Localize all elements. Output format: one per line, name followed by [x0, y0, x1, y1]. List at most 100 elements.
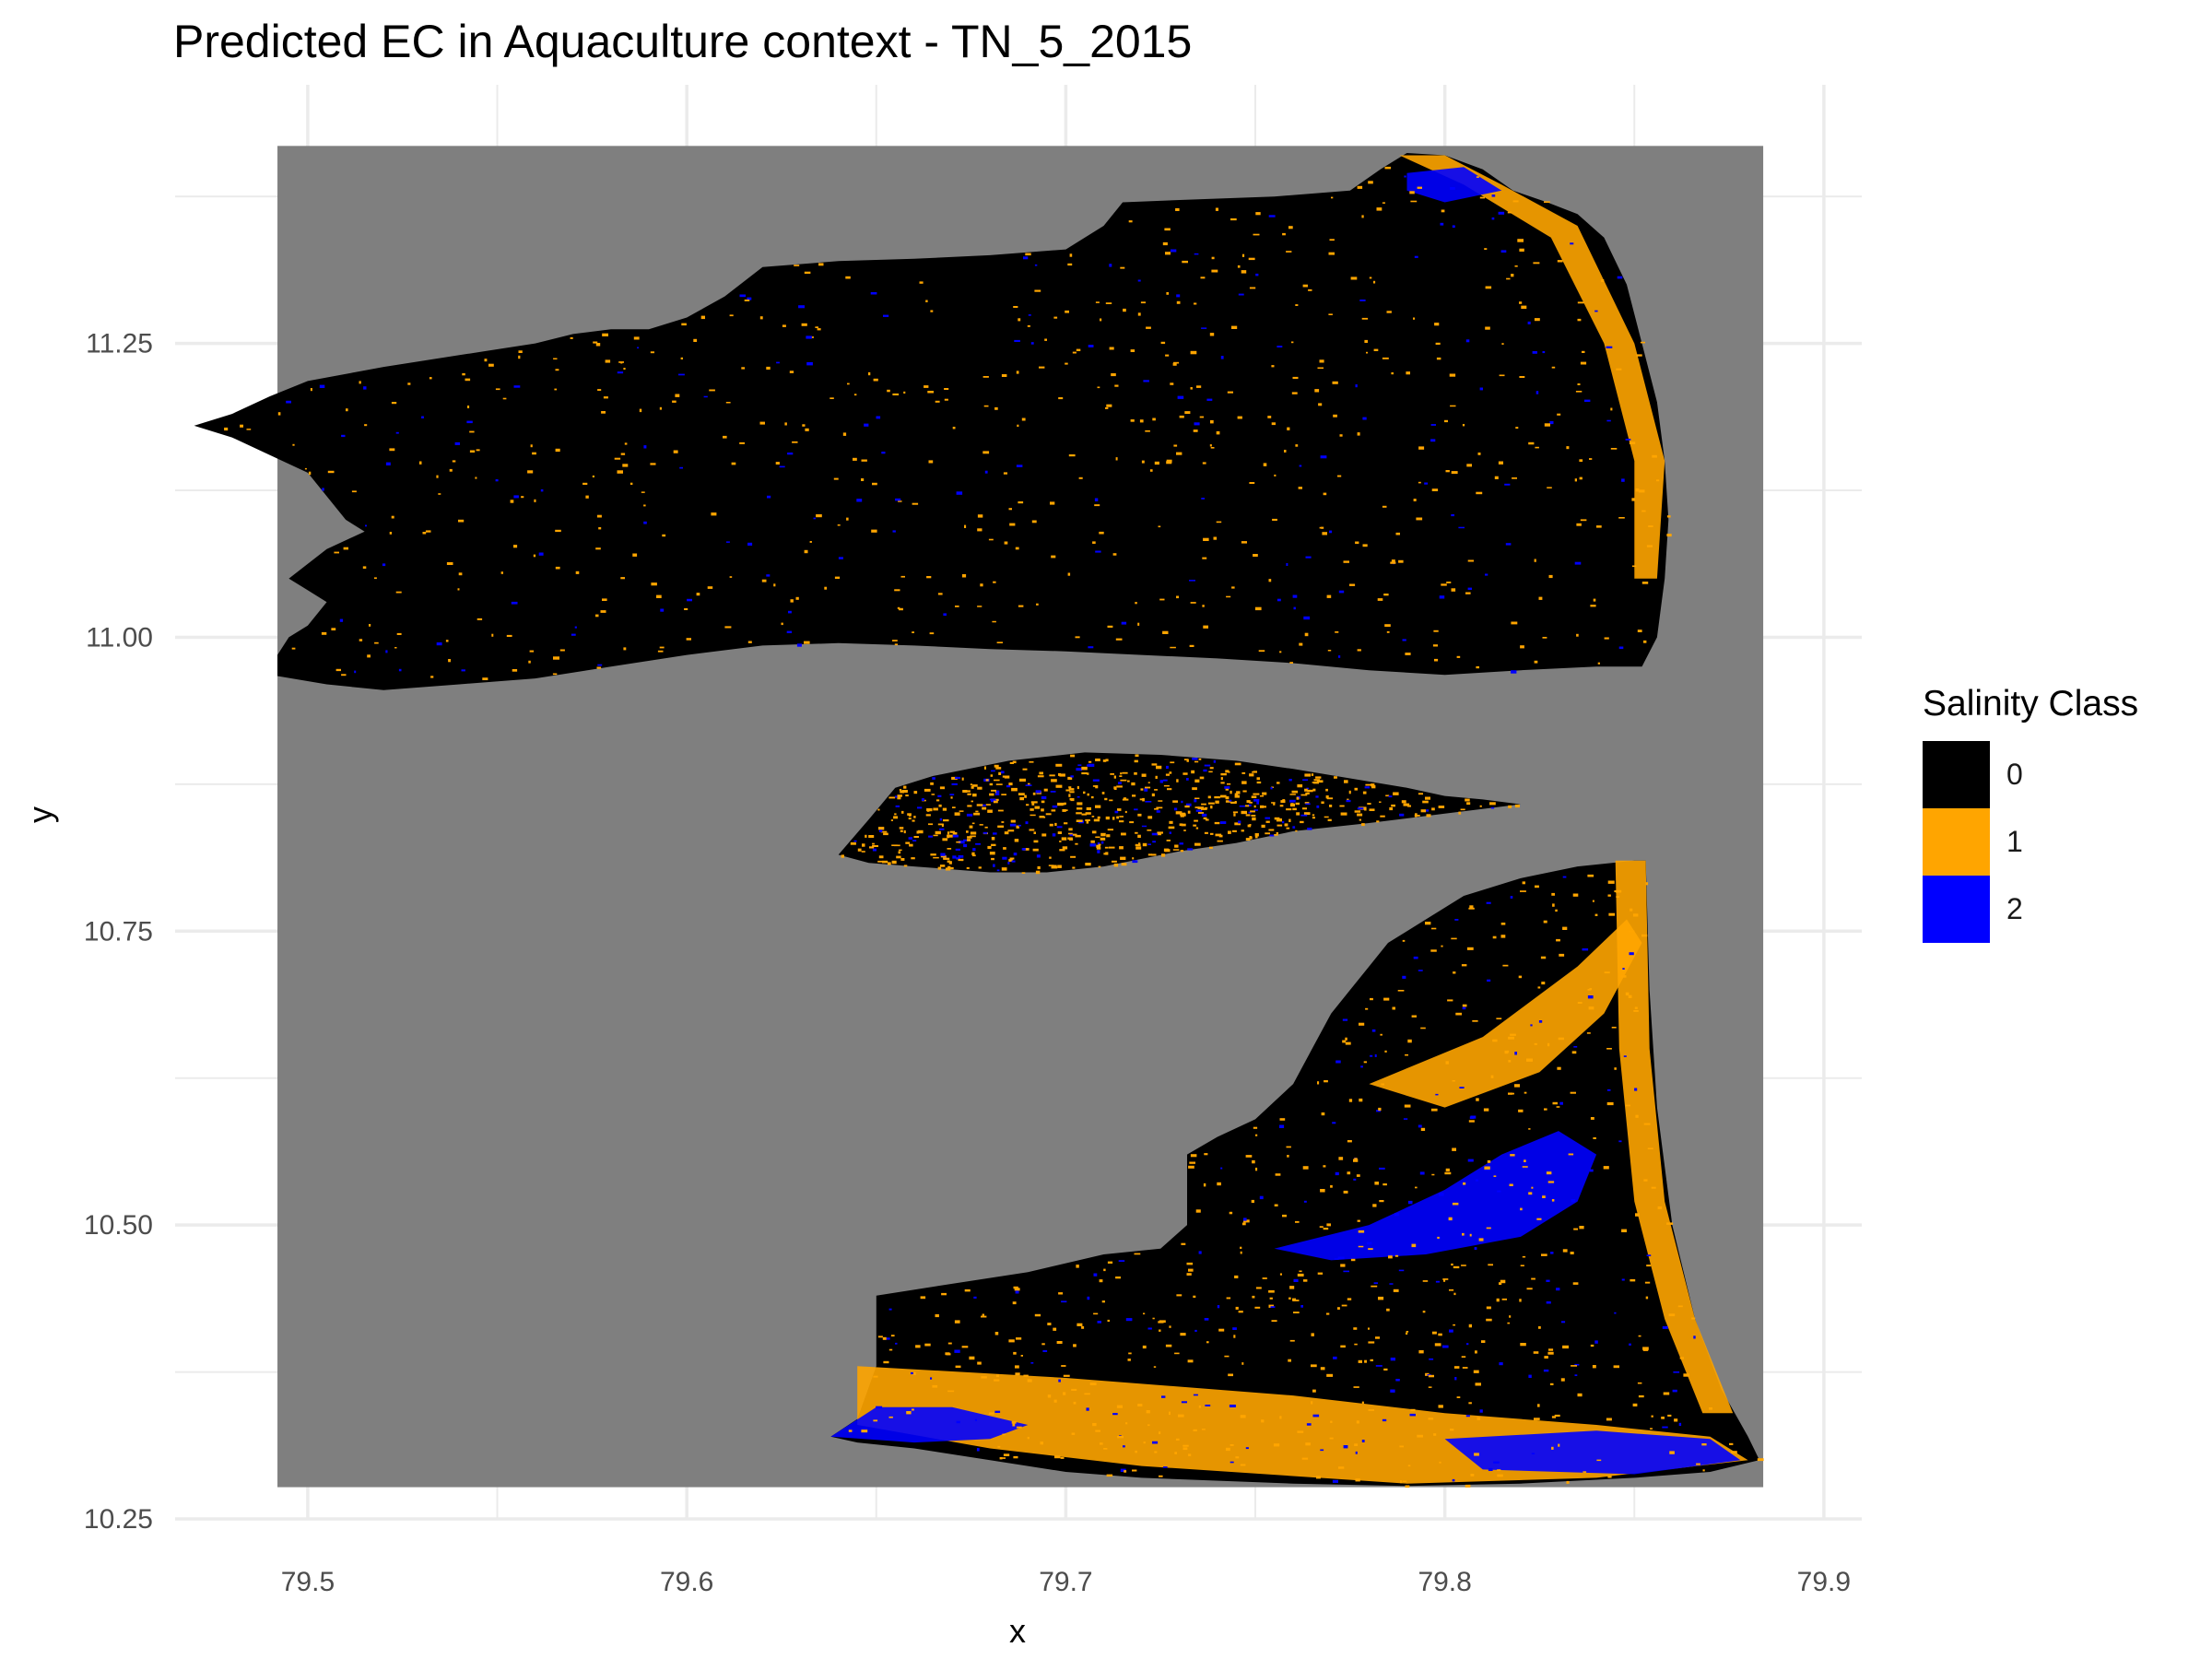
salinity-pixel [1277, 824, 1283, 827]
salinity-pixel [920, 1296, 926, 1300]
salinity-pixel [1242, 790, 1247, 793]
salinity-pixel [1013, 1455, 1018, 1459]
salinity-pixel [1311, 1401, 1313, 1405]
salinity-pixel [1165, 773, 1170, 776]
salinity-pixel [1592, 1365, 1596, 1369]
salinity-pixel [436, 475, 439, 478]
salinity-pixel [1607, 880, 1615, 884]
salinity-pixel [1194, 806, 1200, 808]
salinity-pixel [1522, 1255, 1526, 1258]
salinity-pixel [1077, 807, 1083, 810]
salinity-pixel [1381, 1083, 1384, 1086]
salinity-pixel [1370, 1359, 1373, 1361]
salinity-pixel [1494, 476, 1499, 479]
salinity-pixel [1594, 310, 1598, 312]
salinity-pixel [1252, 1159, 1255, 1164]
salinity-pixel [804, 271, 811, 274]
salinity-pixel [1100, 837, 1106, 841]
salinity-pixel [1068, 794, 1071, 797]
salinity-pixel [1490, 1075, 1494, 1078]
salinity-pixel [1058, 397, 1064, 400]
salinity-pixel [782, 324, 786, 327]
salinity-pixel [1192, 758, 1198, 760]
salinity-pixel [949, 794, 955, 795]
salinity-pixel [1621, 1278, 1625, 1281]
salinity-pixel [1012, 1301, 1017, 1305]
salinity-pixel [1519, 301, 1523, 304]
salinity-pixel [1198, 812, 1205, 814]
salinity-pixel [1414, 255, 1418, 258]
salinity-pixel [981, 1376, 987, 1379]
salinity-pixel [1526, 1288, 1533, 1290]
salinity-pixel [1379, 1167, 1385, 1170]
salinity-overlays [224, 155, 1764, 1488]
salinity-pixel [1353, 1159, 1359, 1162]
salinity-pixel [1729, 1442, 1734, 1445]
salinity-pixel [538, 552, 544, 556]
salinity-pixel [804, 641, 810, 644]
salinity-pixel [1189, 580, 1195, 582]
salinity-pixel [1431, 927, 1437, 930]
salinity-pixel [1291, 392, 1298, 394]
salinity-pixel [603, 396, 608, 399]
salinity-pixel [1157, 833, 1161, 836]
salinity-pixel [1113, 775, 1116, 779]
salinity-pixel [962, 790, 968, 793]
salinity-pixel [1404, 1104, 1411, 1108]
salinity-pixel [1590, 605, 1596, 607]
salinity-pixel [1476, 665, 1479, 669]
salinity-pixel [1034, 289, 1041, 292]
salinity-pixel [1279, 1416, 1282, 1419]
salinity-pixel [1300, 794, 1308, 796]
salinity-pixel [1522, 881, 1525, 885]
salinity-pixel [1181, 1242, 1186, 1245]
salinity-pixel [1031, 520, 1037, 524]
salinity-pixel [1076, 348, 1081, 351]
salinity-pixel [1139, 419, 1144, 423]
salinity-pixel [1355, 384, 1358, 388]
salinity-pixel [906, 1411, 912, 1415]
salinity-pixel [1272, 518, 1277, 521]
salinity-pixel [1510, 1033, 1516, 1036]
salinity-pixel [703, 395, 708, 398]
salinity-pixel [1534, 660, 1538, 664]
salinity-pixel [1306, 1423, 1312, 1426]
salinity-pixel [1435, 1093, 1439, 1096]
salinity-pixel [1312, 817, 1315, 819]
salinity-pixel [915, 1345, 921, 1348]
salinity-pixel [1051, 809, 1056, 812]
salinity-pixel [1378, 1296, 1384, 1300]
salinity-pixel [643, 445, 647, 449]
salinity-pixel [947, 860, 950, 863]
salinity-pixel [1087, 772, 1089, 775]
salinity-pixel [1099, 1279, 1103, 1283]
salinity-pixel [1610, 448, 1618, 450]
salinity-pixel [937, 823, 944, 826]
salinity-pixel [1514, 1084, 1520, 1088]
salinity-pixel [1431, 807, 1435, 811]
salinity-pixel [1041, 1343, 1045, 1346]
salinity-pixel [1115, 638, 1123, 641]
salinity-pixel [1488, 1467, 1493, 1471]
salinity-pixel [1497, 1190, 1501, 1193]
salinity-pixel [1368, 1327, 1370, 1330]
salinity-pixel [1068, 786, 1072, 789]
salinity-pixel [1120, 856, 1126, 860]
salinity-pixel [1527, 321, 1531, 324]
salinity-pixel [597, 664, 603, 666]
salinity-pixel [1286, 827, 1290, 830]
salinity-pixel [1121, 621, 1127, 625]
salinity-pixel [1413, 499, 1417, 501]
salinity-pixel [617, 470, 623, 474]
salinity-pixel [1249, 836, 1252, 840]
salinity-pixel [595, 614, 599, 618]
salinity-pixel [956, 1420, 960, 1424]
salinity-pixel [1435, 342, 1441, 345]
salinity-pixel [912, 819, 915, 822]
salinity-pixel [1631, 565, 1637, 568]
salinity-pixel [955, 848, 960, 851]
salinity-pixel [1107, 829, 1113, 831]
salinity-pixel [1299, 642, 1303, 646]
salinity-pixel [1311, 1364, 1317, 1368]
